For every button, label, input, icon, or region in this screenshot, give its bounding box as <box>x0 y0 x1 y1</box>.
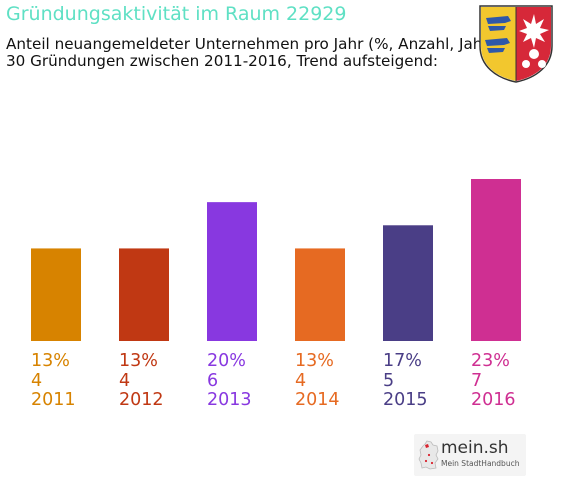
bars-group <box>31 179 521 341</box>
count-label-2016: 7 <box>471 371 482 391</box>
bar-2016 <box>471 179 521 341</box>
bar-2015 <box>383 225 433 341</box>
count-label-2012: 4 <box>119 371 130 391</box>
logo-name: mein.sh <box>441 438 509 458</box>
percent-label-2012: 13% <box>119 351 158 371</box>
count-label-2011: 4 <box>31 371 42 391</box>
count-label-2014: 4 <box>295 371 306 391</box>
percent-label-2016: 23% <box>471 351 510 371</box>
percent-label-2011: 13% <box>31 351 70 371</box>
count-label-2015: 5 <box>383 371 394 391</box>
chart-subtitle-line-1: Anteil neuangemeldeter Unternehmen pro J… <box>6 35 495 53</box>
year-label-2013: 2013 <box>207 390 252 410</box>
logo-tagline: Mein StadtHandbuch <box>441 459 520 468</box>
percent-label-2013: 20% <box>207 351 246 371</box>
year-label-2012: 2012 <box>119 390 164 410</box>
percent-label-2015: 17% <box>383 351 422 371</box>
percent-label-2014: 13% <box>295 351 334 371</box>
year-label-2011: 2011 <box>31 390 76 410</box>
year-label-2014: 2014 <box>295 390 340 410</box>
bar-2014 <box>295 248 345 341</box>
schleswig-holstein-coat-of-arms-icon <box>479 5 553 83</box>
labels-group: 13%4201113%4201220%6201313%4201417%52015… <box>31 351 516 410</box>
bar-2011 <box>31 248 81 341</box>
year-label-2015: 2015 <box>383 390 428 410</box>
bar-2012 <box>119 248 169 341</box>
year-label-2016: 2016 <box>471 390 516 410</box>
mein-sh-logo: mein.sh Mein StadtHandbuch <box>414 434 526 476</box>
chart-title: Gründungsaktivität im Raum 22929 <box>6 3 347 25</box>
chart-subtitle-line-2: 30 Gründungen zwischen 2011-2016, Trend … <box>6 52 438 70</box>
germany-map-icon <box>418 440 439 470</box>
bar-2013 <box>207 202 257 341</box>
count-label-2013: 6 <box>207 371 218 391</box>
